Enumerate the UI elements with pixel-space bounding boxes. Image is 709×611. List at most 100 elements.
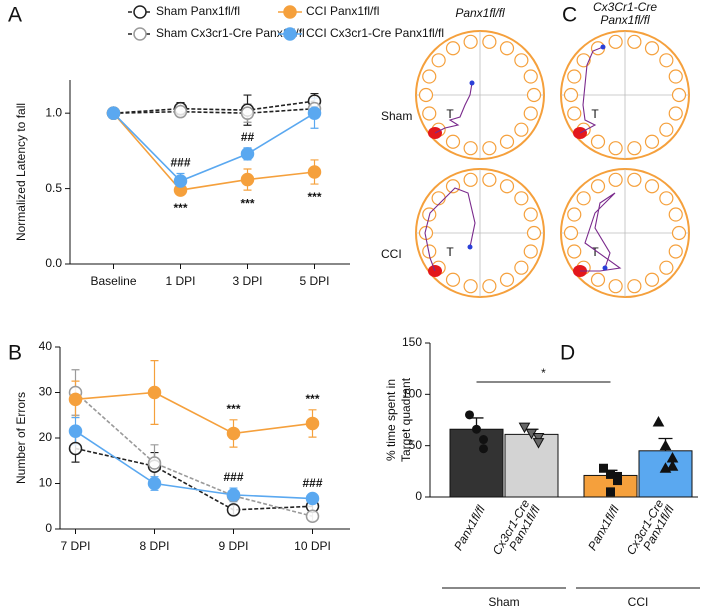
- x-tick-label-group: Panx1fl/fl: [585, 503, 622, 553]
- maze-hole: [463, 172, 478, 187]
- series-line: [112, 112, 315, 182]
- maze-hole: [482, 141, 497, 156]
- maze-hole: [671, 87, 687, 103]
- y-tick-label: 10: [39, 476, 53, 490]
- annotation: ***: [305, 392, 319, 406]
- maze-hole: [576, 53, 591, 68]
- y-tick-label: 0: [415, 489, 422, 503]
- column-label: Panx1fl/fl: [600, 13, 650, 27]
- data-point: [613, 476, 622, 486]
- maze-hole: [463, 279, 478, 294]
- x-tick-label: 3 DPI: [232, 274, 262, 288]
- annotation: ***: [226, 402, 240, 416]
- x-tick-label: Panx1fl/fl: [451, 503, 488, 553]
- annotation: ###: [302, 476, 322, 490]
- maze-hole: [514, 122, 529, 137]
- data-point: [532, 432, 545, 444]
- row-label: Sham: [381, 109, 412, 123]
- mouse-trail: [424, 187, 476, 272]
- maze-hole: [445, 134, 461, 149]
- data-point: [147, 476, 162, 491]
- maze-hole: [576, 191, 591, 206]
- data-point: [173, 104, 188, 119]
- maze-hole: [567, 244, 582, 259]
- series-line: [75, 391, 313, 435]
- maze-hole: [659, 191, 674, 206]
- maze-hole: [445, 272, 461, 287]
- legend-marker: [283, 5, 297, 19]
- maze-hole: [668, 207, 683, 222]
- legend-label: Sham Cx3cr1-Cre Panx1fl/fl: [156, 26, 305, 40]
- data-point: [606, 487, 615, 497]
- legend-marker: [283, 27, 297, 41]
- annotation: ##: [241, 130, 255, 144]
- maze-hole: [644, 272, 660, 287]
- maze-hole: [644, 179, 660, 194]
- start-point: [467, 244, 473, 250]
- data-point: [240, 106, 255, 120]
- row-label: CCI: [381, 247, 402, 261]
- panel-label: A: [8, 4, 22, 27]
- maze-hole: [463, 141, 478, 156]
- series-line: [113, 107, 315, 114]
- data-point: [240, 172, 255, 187]
- maze-hole: [422, 106, 437, 121]
- data-point: [106, 106, 121, 120]
- y-axis-label: % time spent in: [384, 379, 398, 461]
- maze-hole: [514, 53, 529, 68]
- y-tick-label: 150: [402, 335, 422, 349]
- maze-hole: [627, 34, 642, 49]
- y-tick-label: 30: [39, 385, 53, 399]
- maze-hole: [590, 272, 606, 287]
- maze-hole: [526, 87, 542, 103]
- maze-hole: [499, 272, 515, 287]
- group-label: CCI: [628, 595, 649, 609]
- y-axis-label: Normalized Latency to fall: [14, 103, 28, 241]
- y-tick-label: 100: [402, 387, 422, 401]
- target-label: T: [591, 245, 599, 259]
- data-point: [147, 385, 162, 400]
- panel-label: D: [560, 342, 575, 365]
- data-point: [599, 463, 608, 473]
- maze-hole: [422, 69, 437, 84]
- data-point: [472, 424, 481, 434]
- x-tick-label: Baseline: [90, 274, 136, 288]
- maze-hole: [482, 279, 497, 294]
- maze-hole: [671, 225, 687, 241]
- maze-hole: [590, 179, 606, 194]
- mouse-trail: [580, 192, 622, 272]
- maze-hole: [563, 87, 579, 103]
- legend-marker: [133, 27, 147, 41]
- maze-hole: [445, 179, 461, 194]
- panel-label: C: [562, 4, 577, 27]
- data-point: [305, 491, 320, 506]
- target-label: T: [446, 107, 454, 121]
- maze-hole: [499, 41, 515, 56]
- maze-hole: [499, 179, 515, 194]
- series-line: [113, 100, 315, 114]
- maze-hole: [523, 207, 538, 222]
- mouse-trail: [579, 46, 604, 134]
- data-point: [666, 460, 679, 471]
- data-point: [307, 165, 322, 179]
- maze-hole: [422, 244, 437, 259]
- maze-hole: [659, 260, 674, 275]
- maze-hole: [445, 41, 461, 56]
- data-point: [68, 424, 83, 438]
- data-point: [606, 469, 615, 479]
- x-tick-label: 7 DPI: [60, 539, 90, 553]
- data-point: [147, 456, 162, 470]
- data-point: [659, 439, 672, 451]
- maze-hole: [668, 106, 683, 121]
- maze-hole: [514, 191, 529, 206]
- data-point: [173, 174, 188, 188]
- mouse-trail: [434, 82, 473, 134]
- legend-label: Sham Panx1fl/fl: [156, 4, 240, 18]
- column-label: Panx1fl/fl: [455, 6, 505, 20]
- y-tick-label: 0.5: [45, 181, 62, 195]
- data-point: [652, 416, 665, 427]
- maze-hole: [431, 53, 446, 68]
- start-point: [602, 265, 608, 271]
- maze-hole: [523, 69, 538, 84]
